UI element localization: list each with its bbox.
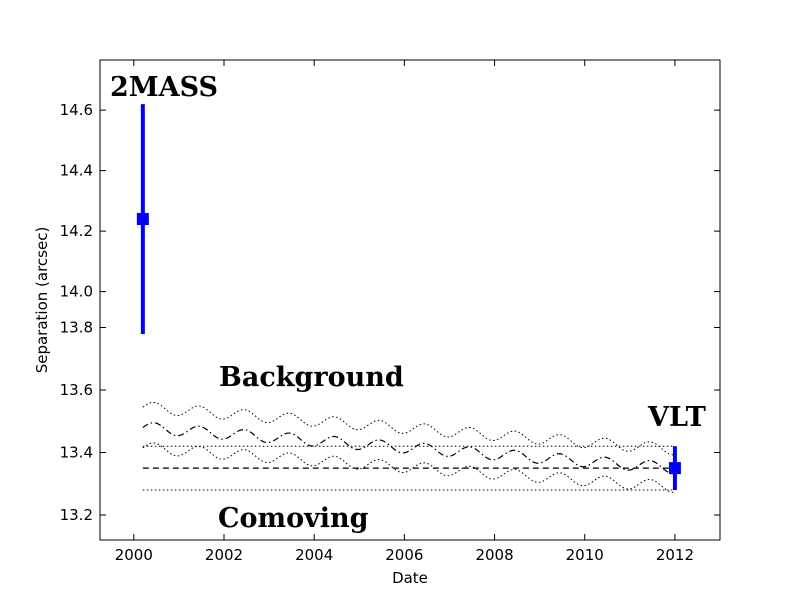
ticks: 2000 2002 2004 2006 2008 2010 2012 13.2 13.4 13.6… — [60, 60, 720, 564]
x-axis-label: Date — [392, 569, 428, 587]
y-tick-label: 13.6 — [60, 381, 93, 399]
x-tick-label: 2012 — [656, 546, 694, 564]
y-tick-label: 13.4 — [60, 444, 93, 462]
annotation-vlt: VLT — [647, 402, 706, 433]
background-upper-bound — [142, 401, 675, 456]
axes-frame — [99, 59, 721, 541]
annotation-background: Background — [219, 362, 404, 393]
background-lower-bound — [142, 442, 675, 493]
y-tick-label: 14.4 — [60, 162, 93, 180]
marker-vlt — [668, 462, 681, 475]
y-tick-label: 14.2 — [60, 222, 93, 240]
y-tick-label: 14.0 — [60, 283, 93, 301]
y-tick-label: 14.6 — [60, 101, 93, 119]
marker-2mass — [136, 213, 149, 226]
data-point-vlt — [668, 446, 681, 490]
plot-area — [136, 104, 681, 493]
data-point-2mass — [136, 104, 149, 334]
y-tick-label: 13.8 — [60, 319, 93, 337]
x-tick-label: 2000 — [115, 546, 153, 564]
x-tick-label: 2008 — [475, 546, 513, 564]
x-tick-label: 2010 — [566, 546, 604, 564]
x-tick-label: 2004 — [295, 546, 333, 564]
y-tick-label: 13.2 — [60, 506, 93, 524]
annotation-comoving: Comoving — [218, 503, 369, 534]
annotation-2mass: 2MASS — [110, 72, 218, 103]
x-tick-label: 2006 — [385, 546, 423, 564]
x-tick-label: 2002 — [205, 546, 243, 564]
y-axis-label: Separation (arcsec) — [33, 227, 51, 374]
